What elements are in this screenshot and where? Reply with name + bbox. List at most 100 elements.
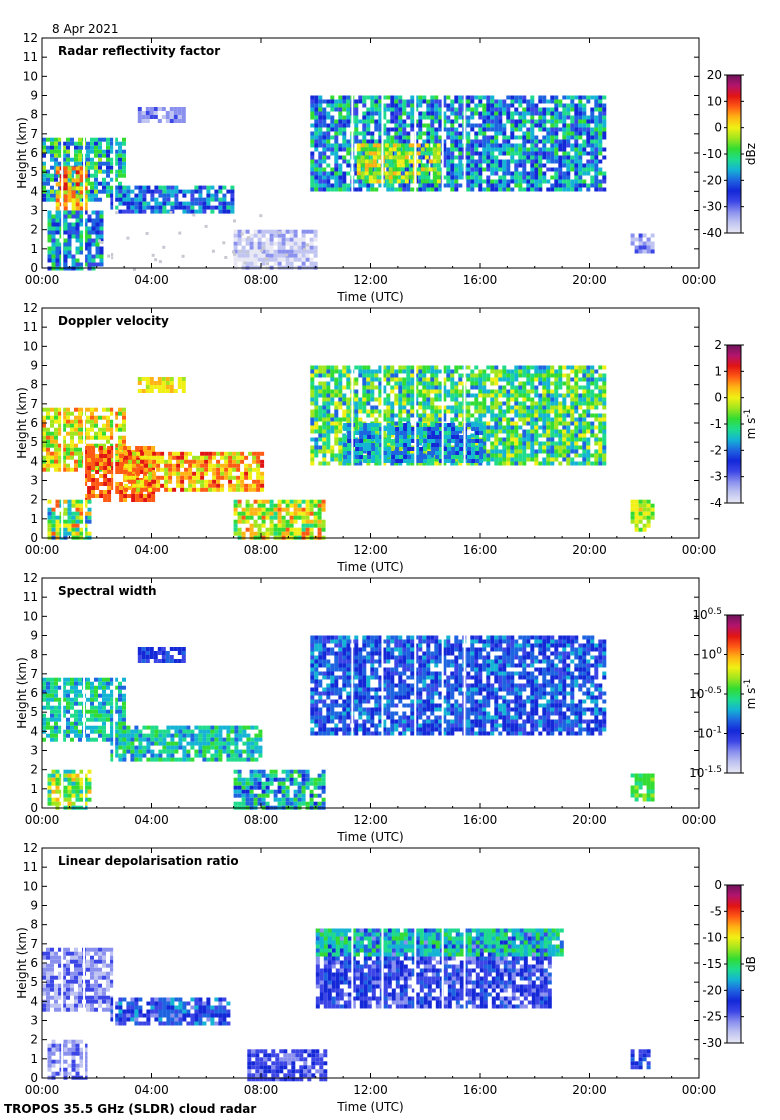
heatmap-cell	[392, 155, 397, 160]
heatmap-cell	[66, 411, 70, 416]
heatmap-cell	[362, 167, 367, 172]
heatmap-cell	[418, 163, 423, 168]
heatmap-cell	[590, 119, 595, 124]
heatmap-cell	[482, 147, 487, 152]
heatmap-cell	[94, 431, 98, 436]
heatmap-cell	[224, 463, 229, 468]
heatmap-cell	[305, 253, 310, 258]
heatmap-cell	[142, 193, 147, 198]
heatmap-cell	[486, 143, 491, 148]
heatmap-cell	[152, 479, 157, 484]
heatmap-cell	[482, 139, 487, 144]
heatmap-cell	[90, 443, 94, 448]
heatmap-cell	[586, 429, 591, 434]
heatmap-cell	[342, 147, 347, 152]
heatmap-cell	[314, 107, 319, 112]
heatmap-cell	[402, 369, 407, 374]
heatmap-cell	[442, 389, 447, 394]
heatmap-cell	[542, 401, 547, 406]
heatmap-cell	[75, 210, 80, 215]
heatmap-cell	[134, 209, 139, 214]
heatmap-cell	[79, 238, 84, 243]
heatmap-cell	[454, 167, 459, 172]
heatmap-cell	[450, 135, 455, 140]
heatmap-cell	[594, 99, 599, 104]
heatmap-cell	[168, 455, 173, 460]
heatmap-cell	[550, 139, 555, 144]
heatmap-cell	[494, 171, 499, 176]
heatmap-cell	[243, 261, 247, 265]
heatmap-cell	[130, 197, 135, 202]
heatmap-cell	[102, 177, 106, 182]
heatmap-cell	[506, 449, 511, 454]
heatmap-cell	[546, 139, 551, 144]
heatmap-cell	[190, 197, 195, 202]
heatmap-cell	[222, 241, 226, 245]
heatmap-cell	[534, 437, 539, 442]
heatmap-cell	[422, 401, 427, 406]
heatmap-cell	[374, 187, 379, 192]
heatmap-cell	[442, 461, 447, 466]
heatmap-cell	[594, 163, 599, 168]
heatmap-cell	[322, 167, 327, 172]
heatmap-cell	[182, 205, 187, 210]
heatmap-cell	[566, 139, 571, 144]
heatmap-cell	[510, 143, 515, 148]
heatmap-cell	[62, 145, 66, 150]
heatmap-cell	[346, 187, 351, 192]
heatmap-cell	[244, 455, 249, 460]
heatmap-cell	[416, 167, 421, 172]
heatmap-cell	[173, 115, 178, 119]
heatmap-cell	[598, 119, 603, 124]
heatmap-cell	[432, 147, 437, 152]
heatmap-cell	[153, 107, 158, 111]
heatmap-cell	[518, 135, 523, 140]
heatmap-cell	[378, 385, 383, 390]
heatmap-cell	[318, 159, 323, 164]
heatmap-cell	[119, 454, 124, 458]
heatmap-cell	[164, 483, 169, 488]
heatmap-cell	[566, 159, 571, 164]
heatmap-cell	[466, 171, 471, 176]
heatmap-cell	[222, 205, 227, 210]
heatmap-cell	[334, 107, 339, 112]
heatmap-cell	[402, 377, 407, 382]
heatmap-cell	[58, 407, 62, 412]
heatmap-cell	[176, 451, 181, 456]
heatmap-cell	[370, 381, 375, 386]
heatmap-cell	[490, 417, 495, 422]
heatmap-cell	[58, 161, 62, 166]
heatmap-cell	[50, 439, 54, 444]
heatmap-cell	[562, 147, 567, 152]
heatmap-cell	[297, 241, 302, 246]
heatmap-cell	[530, 103, 535, 108]
heatmap-cell	[309, 261, 314, 266]
heatmap-cell	[46, 463, 50, 468]
heatmap-cell	[490, 95, 495, 100]
heatmap-cell	[204, 487, 209, 492]
heatmap-cell	[394, 95, 399, 100]
heatmap-cell	[502, 131, 507, 136]
heatmap-cell	[398, 417, 403, 422]
heatmap-cell	[498, 159, 503, 164]
heatmap-cell	[281, 249, 286, 254]
heatmap-cell	[578, 99, 583, 104]
heatmap-cell	[530, 385, 535, 390]
heatmap-cell	[574, 429, 579, 434]
heatmap-cell	[494, 99, 499, 104]
heatmap-cell	[478, 393, 483, 398]
heatmap-cell	[450, 155, 455, 160]
heatmap-cell	[602, 187, 607, 192]
heatmap-cell	[450, 147, 455, 152]
heatmap-cell	[118, 189, 123, 194]
heatmap-cell	[334, 103, 339, 108]
heatmap-cell	[558, 365, 563, 370]
heatmap-cell	[522, 433, 527, 438]
heatmap-cell	[86, 415, 90, 420]
heatmap-cell	[318, 163, 323, 168]
heatmap-cell	[74, 467, 78, 472]
heatmap-cell	[498, 377, 503, 382]
heatmap-cell	[558, 179, 563, 184]
heatmap-cell	[586, 409, 591, 414]
